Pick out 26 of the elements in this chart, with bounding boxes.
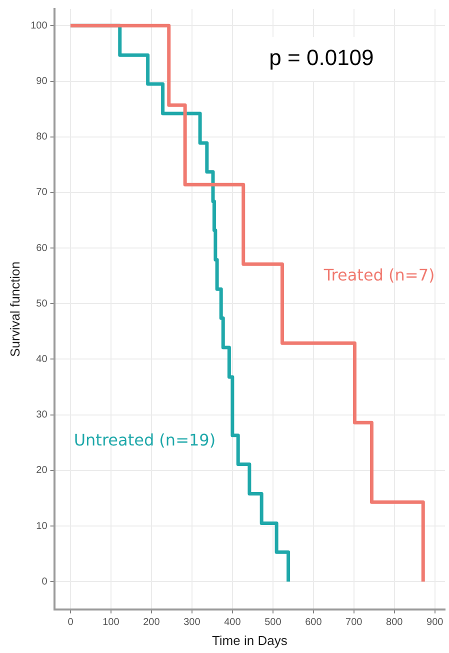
y-tick-label: 30 xyxy=(36,410,48,421)
x-tick-label: 800 xyxy=(386,617,404,628)
y-tick-label: 60 xyxy=(36,242,48,254)
y-tick-label: 10 xyxy=(36,520,48,532)
x-tick-label: 300 xyxy=(184,617,201,628)
x-tick-label: 100 xyxy=(102,617,120,628)
y-tick-label: 50 xyxy=(36,298,48,310)
y-tick-label: 90 xyxy=(36,76,48,88)
x-tick-label: 900 xyxy=(426,617,444,628)
x-tick-label: 400 xyxy=(224,617,242,628)
y-tick-label: 0 xyxy=(42,576,48,588)
x-tick-label: 700 xyxy=(346,617,363,628)
x-tick-label: 0 xyxy=(68,617,74,628)
annotation: p = 0.0109 xyxy=(269,45,374,70)
y-tick-label: 100 xyxy=(30,20,48,32)
text: Treated (n=7) xyxy=(322,265,435,284)
x-tick-label: 500 xyxy=(264,617,282,628)
x-tick-label: 200 xyxy=(143,617,160,628)
y-tick-label: 20 xyxy=(36,465,48,476)
y-tick-label: 40 xyxy=(36,354,48,365)
y-tick-label: 70 xyxy=(36,187,48,198)
x-axis-title: Time in Days xyxy=(212,632,288,648)
x-tick-label: 600 xyxy=(305,617,322,628)
series-label: Untreated (n=19) xyxy=(74,430,216,450)
y-tick-label: 80 xyxy=(36,132,48,143)
y-axis-title: Survival function xyxy=(7,262,22,357)
